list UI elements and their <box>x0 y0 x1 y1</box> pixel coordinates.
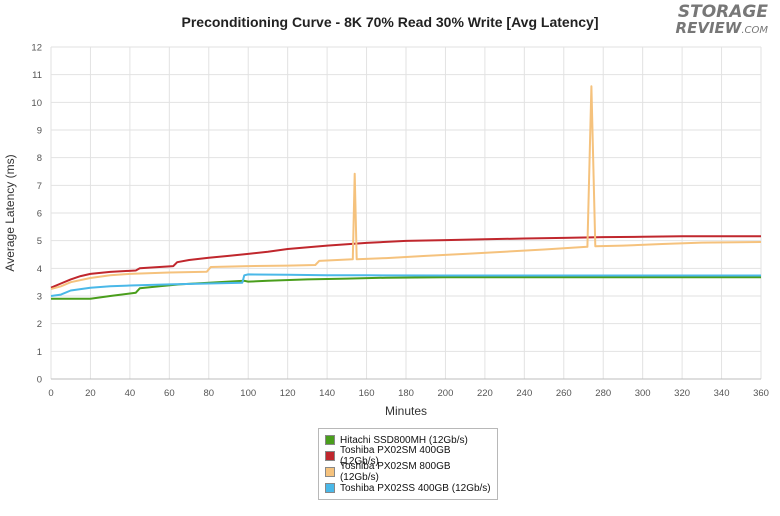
x-tick-label: 220 <box>477 388 493 399</box>
y-tick-label: 10 <box>31 98 42 109</box>
legend-item: Hitachi SSD800MH (12Gb/s) <box>325 432 491 448</box>
legend-label: Toshiba PX02SM 400GB (12Gb/s) <box>339 445 451 467</box>
y-tick-label: 2 <box>37 319 42 330</box>
x-tick-label: 300 <box>635 388 651 399</box>
x-tick-label: 260 <box>556 388 572 399</box>
x-tick-label: 40 <box>125 388 136 399</box>
chart-legend: Hitachi SSD800MH (12Gb/s) Toshiba PX02SM… <box>318 428 498 500</box>
series-line-1 <box>50 235 761 289</box>
legend-swatch <box>325 467 335 477</box>
y-tick-label: 11 <box>32 70 42 81</box>
x-axis-label: Minutes <box>385 404 427 418</box>
series-line-2 <box>50 85 762 291</box>
x-tick-label: 20 <box>85 388 96 399</box>
x-tick-label: 120 <box>280 388 296 399</box>
y-tick-label: 0 <box>37 375 42 386</box>
x-tick-label: 100 <box>240 388 256 399</box>
y-tick-label: 1 <box>37 347 42 358</box>
series-line-3 <box>50 273 761 297</box>
series-line-0 <box>51 276 761 300</box>
x-tick-label: 320 <box>674 388 690 399</box>
legend-swatch <box>325 483 335 493</box>
grid-lines <box>50 46 762 380</box>
x-tick-label: 240 <box>516 388 532 399</box>
legend-swatch <box>325 435 335 445</box>
chart-title: Preconditioning Curve - 8K 70% Read 30% … <box>181 14 599 30</box>
x-tick-label: 160 <box>359 388 375 399</box>
legend-swatch <box>325 451 335 461</box>
y-axis-label: Average Latency (ms) <box>3 154 17 271</box>
legend-label: Hitachi SSD800MH (12Gb/s) <box>340 434 468 446</box>
legend-item: Toshiba PX02SS 400GB (12Gb/s) <box>325 480 491 496</box>
legend-item: Toshiba PX02SM 800GB (12Gb/s) <box>325 461 491 483</box>
x-tick-label: 0 <box>48 388 53 399</box>
y-tick-label: 9 <box>37 126 42 137</box>
x-tick-label: 200 <box>438 388 454 399</box>
y-tick-label: 6 <box>37 209 42 220</box>
x-tick-label: 140 <box>319 388 335 399</box>
y-tick-label: 12 <box>31 43 42 54</box>
x-tick-label: 180 <box>398 388 414 399</box>
y-tick-label: 7 <box>37 181 42 192</box>
y-tick-label: 8 <box>37 153 42 164</box>
storagereview-logo: STORAGE REVIEW.COM <box>675 2 768 37</box>
series-lines <box>50 85 762 300</box>
legend-label: Toshiba PX02SS 400GB (12Gb/s) <box>340 482 491 494</box>
x-tick-label: 340 <box>714 388 730 399</box>
x-tick-label: 80 <box>203 388 214 399</box>
y-tick-label: 4 <box>37 264 42 275</box>
y-tick-label: 5 <box>37 236 42 247</box>
legend-item: Toshiba PX02SM 400GB (12Gb/s) <box>325 445 491 467</box>
y-tick-label: 3 <box>37 292 42 303</box>
x-tick-label: 360 <box>753 388 769 399</box>
x-tick-label: 280 <box>595 388 611 399</box>
x-tick-label: 60 <box>164 388 175 399</box>
legend-label: Toshiba PX02SM 800GB (12Gb/s) <box>339 461 451 483</box>
